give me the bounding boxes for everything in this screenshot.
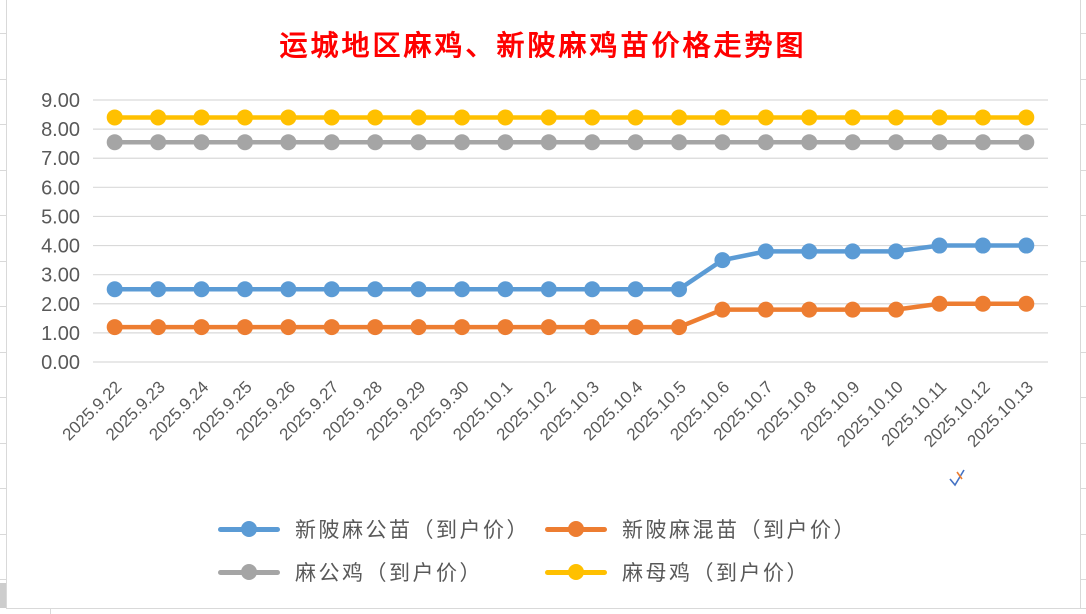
- svg-text:1.00: 1.00: [41, 323, 80, 345]
- y-axis-labels: 0.00 1.00 2.00 3.00 4.00 5.00 6.00 7.00 8.00 9.00: [41, 90, 80, 374]
- legend-label: 新陂麻公苗（到户价）: [295, 518, 530, 542]
- chart-bottom-border: [6, 608, 1086, 609]
- legend-marker-icon: [545, 521, 607, 537]
- legend-marker-icon: [218, 564, 280, 580]
- spreadsheet-gridline-stub: [0, 352, 6, 353]
- spreadsheet-gridline-stub: [1081, 443, 1086, 444]
- spreadsheet-gridline-stub: [0, 124, 6, 125]
- series-line-1[interactable]: [106, 295, 1035, 336]
- chart-left-border: [6, 0, 7, 608]
- series-line-2[interactable]: [106, 134, 1035, 151]
- spreadsheet-gridline-stub: [0, 579, 6, 580]
- spreadsheet-gridline-stub: [1081, 579, 1086, 580]
- spreadsheet-gridline-stub: [1081, 488, 1086, 489]
- legend-item-3[interactable]: 麻母鸡（到户价）: [545, 556, 810, 588]
- spreadsheet-column-stub: [50, 609, 51, 614]
- svg-text:0.00: 0.00: [41, 352, 80, 374]
- spreadsheet-gridline-stub: [0, 488, 6, 489]
- legend-label: 麻公鸡（到户价）: [295, 561, 483, 585]
- spreadsheet-gridline-stub: [0, 215, 6, 216]
- spreadsheet-gridline-stub: [1081, 124, 1086, 125]
- spreadsheet-gridline-stub: [0, 170, 6, 171]
- spreadsheet-gridline-stub: [0, 397, 6, 398]
- legend-marker-icon: [218, 521, 280, 537]
- spreadsheet-gridline-stub: [1081, 33, 1086, 34]
- svg-text:6.00: 6.00: [41, 177, 80, 199]
- svg-text:9.00: 9.00: [41, 90, 80, 112]
- spreadsheet-gridline-stub: [1081, 170, 1086, 171]
- chart-title: 运城地区麻鸡、新陂麻鸡苗价格走势图: [279, 29, 807, 62]
- spreadsheet-gridline-stub: [1081, 397, 1086, 398]
- svg-text:8.00: 8.00: [41, 119, 80, 141]
- legend-label: 麻母鸡（到户价）: [622, 561, 810, 585]
- svg-text:3.00: 3.00: [41, 265, 80, 287]
- spreadsheet-corner-block: [0, 583, 6, 608]
- spreadsheet-gridline-stub: [1081, 79, 1086, 80]
- chart-right-border: [1080, 0, 1081, 609]
- legend-item-1[interactable]: 新陂麻混苗（到户价）: [545, 513, 857, 545]
- svg-text:2.00: 2.00: [41, 294, 80, 316]
- spreadsheet-gridline-stub: [0, 443, 6, 444]
- svg-text:4.00: 4.00: [41, 236, 80, 258]
- legend-item-0[interactable]: 新陂麻公苗（到户价）: [218, 513, 530, 545]
- spreadsheet-gridline-stub: [1081, 306, 1086, 307]
- series-line-3[interactable]: [106, 109, 1035, 126]
- spreadsheet-gridline-stub: [1081, 534, 1086, 535]
- spreadsheet-gridline-stub: [1081, 352, 1086, 353]
- svg-text:5.00: 5.00: [41, 206, 80, 228]
- legend-marker-icon: [545, 564, 607, 580]
- ink-scribble-icon: [949, 469, 965, 487]
- spreadsheet-gridline-stub: [0, 79, 6, 80]
- spreadsheet-gridline-stub: [0, 261, 6, 262]
- svg-text:7.00: 7.00: [41, 148, 80, 170]
- spreadsheet-gridline-stub: [0, 306, 6, 307]
- spreadsheet-gridline-stub: [1081, 215, 1086, 216]
- spreadsheet-gridline-stub: [0, 534, 6, 535]
- series-line-0[interactable]: [106, 237, 1035, 298]
- spreadsheet-gridline-stub: [0, 33, 6, 34]
- gridlines: [93, 99, 1048, 363]
- spreadsheet-gridline-stub: [1081, 261, 1086, 262]
- x-axis-labels: 2025.9.222025.9.232025.9.242025.9.252025…: [59, 377, 1038, 451]
- legend-item-2[interactable]: 麻公鸡（到户价）: [218, 556, 483, 588]
- legend-label: 新陂麻混苗（到户价）: [622, 518, 857, 542]
